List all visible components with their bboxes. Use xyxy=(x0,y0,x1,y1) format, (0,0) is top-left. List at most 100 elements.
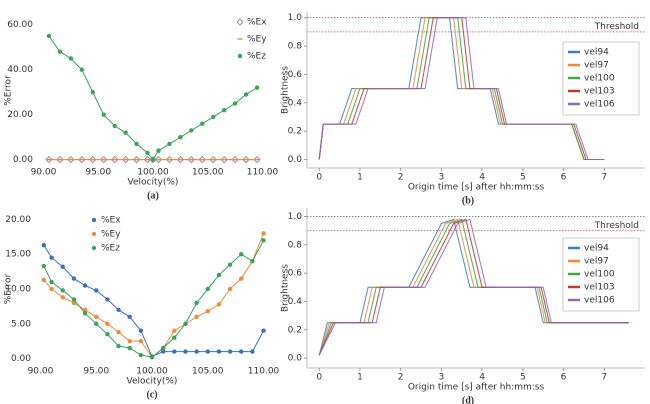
marker xyxy=(49,255,54,260)
series-line xyxy=(318,17,605,161)
x-tick-label: 5 xyxy=(520,373,526,383)
marker xyxy=(82,283,88,288)
y-tick-label: 0.4 xyxy=(288,98,303,108)
marker xyxy=(227,286,233,292)
marker xyxy=(112,123,117,129)
legend-label: %Ey xyxy=(247,35,267,45)
marker xyxy=(200,121,205,126)
marker xyxy=(79,67,85,72)
marker xyxy=(239,276,244,281)
marker xyxy=(60,295,65,300)
marker xyxy=(261,238,266,243)
y-axis-label: %Error xyxy=(4,75,14,106)
marker xyxy=(60,288,65,293)
marker xyxy=(105,331,110,337)
marker xyxy=(183,321,188,326)
y-tick-label: 15.00 xyxy=(5,250,31,260)
marker xyxy=(82,311,88,316)
marker xyxy=(49,279,54,285)
threshold-label: Threshold xyxy=(594,22,639,32)
marker xyxy=(172,335,177,340)
marker xyxy=(41,243,47,248)
panel-caption: (c) xyxy=(146,389,157,400)
marker xyxy=(94,288,99,293)
y-tick-label: 5.00 xyxy=(11,319,31,329)
x-tick-label: 110.00 xyxy=(247,168,279,178)
y-tick-label: 1.0 xyxy=(288,212,303,222)
x-tick-label: 5 xyxy=(520,173,526,183)
y-tick-label: 0.2 xyxy=(288,127,302,137)
x-tick-label: 90.00 xyxy=(31,168,57,178)
legend-label: vel106 xyxy=(584,100,615,110)
marker xyxy=(178,134,183,140)
legend-label: vel94 xyxy=(584,48,609,58)
marker xyxy=(172,328,177,333)
x-tick-label: 105.00 xyxy=(192,367,224,377)
marker xyxy=(41,277,47,283)
x-tick-label: 2 xyxy=(398,173,404,183)
x-tick-label: 0 xyxy=(316,173,322,183)
marker xyxy=(138,352,144,358)
marker xyxy=(183,349,188,354)
panel-caption: (d) xyxy=(462,395,474,404)
marker xyxy=(123,130,128,135)
legend-marker xyxy=(237,53,243,59)
y-axis-label: Brightness xyxy=(281,264,291,312)
marker xyxy=(216,272,222,278)
marker xyxy=(227,349,233,354)
x-axis-label: Velocity(%) xyxy=(127,377,178,387)
marker xyxy=(261,328,266,333)
marker xyxy=(216,349,222,354)
marker xyxy=(243,92,249,97)
legend-label: vel97 xyxy=(584,257,609,267)
marker xyxy=(41,263,47,269)
marker xyxy=(205,309,210,314)
marker xyxy=(82,307,88,313)
legend-label: %Ez xyxy=(247,52,266,62)
x-tick-label: 1 xyxy=(357,373,363,383)
marker xyxy=(68,56,74,61)
panel-caption: (a) xyxy=(147,190,159,201)
legend-marker xyxy=(91,217,97,223)
x-tick-label: 100.00 xyxy=(137,168,169,178)
marker xyxy=(216,302,222,307)
marker xyxy=(49,286,54,292)
y-tick-label: 0.00 xyxy=(11,354,31,364)
marker xyxy=(160,345,166,351)
x-tick-label: 7 xyxy=(601,373,607,383)
marker xyxy=(239,349,244,354)
legend-label: vel100 xyxy=(584,270,615,280)
y-tick-label: 20.00 xyxy=(7,110,33,120)
legend-label: vel106 xyxy=(584,296,615,306)
legend-label: %Ex xyxy=(101,216,121,226)
marker xyxy=(127,314,132,320)
legend-label: vel100 xyxy=(584,74,615,84)
x-tick-label: 4 xyxy=(479,173,485,183)
marker xyxy=(46,33,52,39)
marker xyxy=(254,85,260,90)
marker xyxy=(127,338,132,344)
marker xyxy=(239,252,244,257)
y-tick-label: 0.00 xyxy=(13,155,33,165)
marker xyxy=(194,300,199,306)
marker xyxy=(261,231,266,236)
y-tick-label: 0.8 xyxy=(288,42,303,52)
marker xyxy=(116,329,121,335)
marker xyxy=(211,114,216,120)
marker xyxy=(172,349,177,354)
x-tick-label: 0 xyxy=(316,373,322,383)
marker xyxy=(94,321,99,326)
legend-label: %Ex xyxy=(247,18,267,28)
x-tick-label: 95.00 xyxy=(83,367,109,377)
marker xyxy=(101,112,106,117)
threshold-label: Threshold xyxy=(594,221,639,231)
legend-label: %Ez xyxy=(101,244,120,254)
marker xyxy=(116,343,121,349)
marker xyxy=(145,150,150,156)
series-line xyxy=(318,218,629,356)
y-tick-label: 40.00 xyxy=(7,65,33,75)
marker xyxy=(71,300,77,306)
marker xyxy=(60,264,65,269)
y-tick-label: 0.6 xyxy=(288,70,303,80)
